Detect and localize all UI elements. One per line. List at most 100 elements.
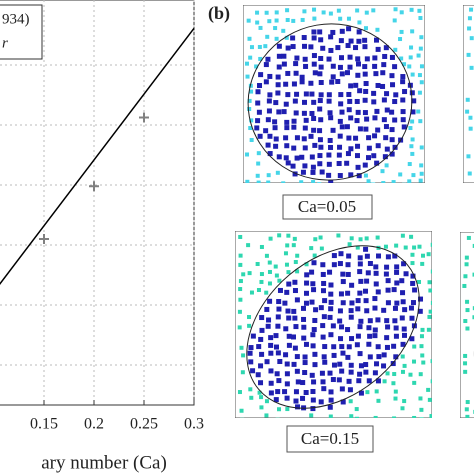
particle xyxy=(463,274,468,279)
particle xyxy=(372,296,378,302)
particle xyxy=(284,125,290,131)
particle xyxy=(318,144,324,150)
particle xyxy=(374,108,380,114)
particle xyxy=(412,359,417,364)
particle xyxy=(258,336,264,342)
particle xyxy=(267,151,273,157)
particle xyxy=(302,99,308,105)
particles xyxy=(463,5,474,183)
particle xyxy=(255,89,261,95)
particle xyxy=(312,70,318,76)
particle xyxy=(308,80,314,86)
particle xyxy=(290,35,296,41)
particle xyxy=(466,154,471,159)
particle xyxy=(402,89,408,95)
particle xyxy=(394,269,400,275)
particle xyxy=(237,325,242,330)
particle xyxy=(411,173,416,178)
particle xyxy=(322,298,328,304)
particle xyxy=(400,117,406,123)
particle xyxy=(375,143,381,149)
particle xyxy=(418,396,423,401)
particle xyxy=(273,344,279,350)
particle xyxy=(328,282,334,288)
particle xyxy=(371,182,376,183)
particle xyxy=(283,251,288,256)
particle xyxy=(355,8,360,13)
particle xyxy=(399,10,404,15)
particle xyxy=(392,318,398,324)
particle xyxy=(400,369,405,374)
particle xyxy=(420,327,425,332)
particle xyxy=(299,79,305,85)
particle xyxy=(408,126,413,131)
droplet-outline xyxy=(247,23,413,181)
particle xyxy=(255,262,260,267)
particle xyxy=(346,344,352,350)
particle xyxy=(311,287,317,293)
particle xyxy=(275,90,281,96)
particle xyxy=(302,43,308,49)
particle xyxy=(385,300,391,306)
particle xyxy=(389,137,395,143)
particle xyxy=(331,253,337,259)
particle xyxy=(238,262,243,267)
particle xyxy=(321,354,327,360)
particle xyxy=(273,143,279,149)
particle xyxy=(391,287,397,293)
particle xyxy=(258,363,264,369)
particle xyxy=(273,397,279,403)
particle xyxy=(318,92,324,98)
particle xyxy=(353,45,359,51)
particle xyxy=(428,309,432,314)
particle xyxy=(276,43,282,49)
particle xyxy=(237,390,242,395)
particle xyxy=(392,99,398,105)
particle xyxy=(328,47,334,53)
particle xyxy=(348,38,354,44)
particle xyxy=(345,354,351,360)
particle xyxy=(311,379,317,385)
h-grid xyxy=(0,64,194,366)
particle xyxy=(372,115,378,121)
particle xyxy=(362,71,368,77)
particle xyxy=(345,43,351,49)
particle xyxy=(255,100,261,106)
particle xyxy=(346,135,352,141)
particle xyxy=(313,307,319,313)
particle xyxy=(311,53,317,59)
particle xyxy=(285,70,291,76)
particle xyxy=(412,245,417,250)
particle xyxy=(285,407,290,412)
particle xyxy=(328,115,334,121)
particle xyxy=(393,389,398,394)
particle xyxy=(355,245,360,250)
particle xyxy=(427,397,432,402)
particle xyxy=(240,370,245,375)
particle xyxy=(340,399,346,405)
particle xyxy=(381,181,386,183)
particle xyxy=(381,307,387,313)
particle xyxy=(418,119,423,124)
particle xyxy=(256,344,262,350)
particle xyxy=(318,64,324,70)
particle xyxy=(472,315,474,320)
particle xyxy=(392,117,398,123)
particle xyxy=(393,47,398,52)
particle xyxy=(277,233,282,238)
particle xyxy=(254,64,259,69)
particle xyxy=(248,126,253,131)
particle xyxy=(326,152,332,158)
particle xyxy=(366,145,372,151)
particle xyxy=(273,26,278,31)
particle xyxy=(381,97,387,103)
particle xyxy=(293,324,299,330)
particle xyxy=(266,317,272,323)
particle xyxy=(254,125,260,131)
particle xyxy=(393,92,399,98)
particle xyxy=(373,415,378,418)
particle xyxy=(328,414,333,418)
particle xyxy=(286,315,292,321)
particle xyxy=(389,54,395,60)
particle xyxy=(364,308,370,314)
